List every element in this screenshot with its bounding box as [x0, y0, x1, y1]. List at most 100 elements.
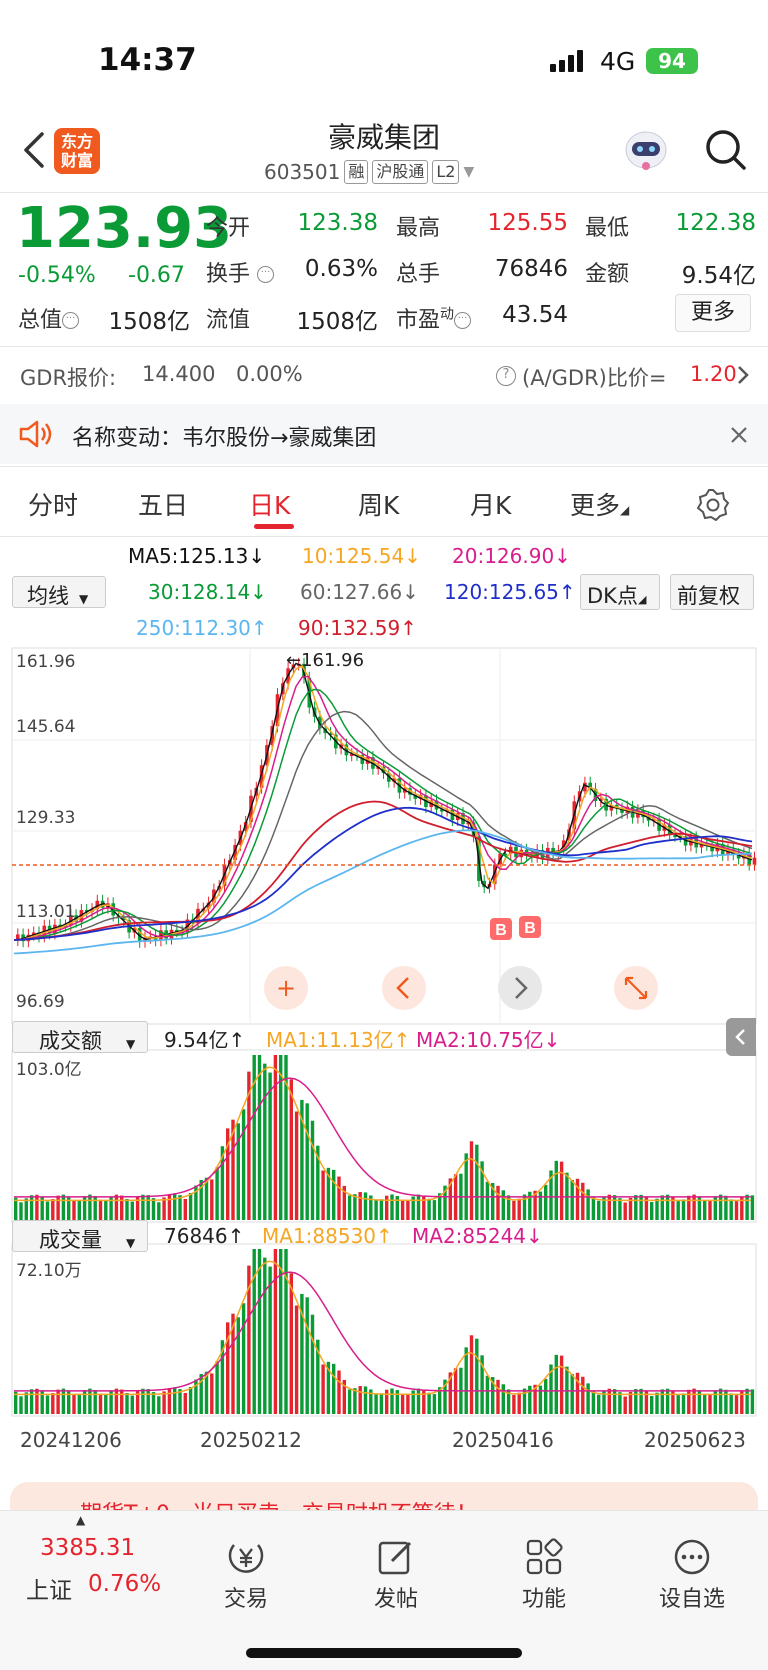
- volume-bar: [188, 1386, 193, 1414]
- gdr-price: 14.400: [142, 362, 216, 386]
- tab-intraday[interactable]: 分时: [28, 491, 79, 520]
- more-button[interactable]: 更多: [675, 294, 751, 332]
- gdr-row[interactable]: GDR报价: 14.400 0.00% ? (A/GDR)比价= 1.20: [0, 348, 768, 398]
- volume-bar: [93, 1195, 97, 1220]
- speaker-icon: [19, 420, 52, 448]
- price-axis-max: 161.96: [16, 652, 76, 672]
- indicator-selector[interactable]: 均线 ▼: [12, 576, 106, 608]
- volume-bar: [469, 1141, 474, 1220]
- volume-bar: [130, 1201, 134, 1220]
- volume-bar: [634, 1389, 638, 1414]
- settings-gear-icon[interactable]: [696, 488, 730, 522]
- volume-bar: [687, 1389, 691, 1414]
- volume-bar: [337, 1370, 341, 1414]
- volume-bar: [77, 1393, 81, 1414]
- tab-monthly-k[interactable]: 月K: [470, 491, 512, 520]
- volume-bar: [729, 1393, 733, 1414]
- chevron-up-icon[interactable]: ▲: [76, 1513, 86, 1527]
- volume-bar: [294, 1305, 299, 1414]
- adjust-button[interactable]: 前复权: [670, 574, 754, 610]
- volume-bar: [485, 1375, 490, 1414]
- status-bar: 14:37 4G 94: [0, 0, 768, 110]
- volume-bar: [67, 1196, 71, 1220]
- candle-body: [710, 844, 714, 852]
- info-icon[interactable]: ···: [62, 312, 80, 329]
- price-axis-level: 129.33: [16, 808, 76, 828]
- edit-pen-icon: [378, 1541, 412, 1575]
- volume-selector[interactable]: 成交量 ▼: [12, 1220, 148, 1252]
- ma-line: [13, 662, 753, 941]
- stock-subtitle[interactable]: 603501 融 沪股通 L2 ▼: [264, 160, 474, 184]
- volume-bar: [45, 1395, 50, 1414]
- volume-bar: [204, 1371, 209, 1414]
- chart-fullscreen-button[interactable]: [614, 966, 658, 1010]
- volume-bar: [750, 1195, 755, 1220]
- help-icon[interactable]: ?: [496, 366, 516, 386]
- volume-bar: [687, 1195, 691, 1220]
- tab-weekly-k[interactable]: 周K: [358, 491, 400, 520]
- volume-axis-max: 72.10万: [16, 1261, 82, 1281]
- volume-bar: [512, 1200, 516, 1220]
- volume-bar: [109, 1390, 113, 1414]
- tab-daily-k[interactable]: 日K: [249, 491, 291, 520]
- volume-bar: [724, 1389, 728, 1414]
- chart-zoom-in-button[interactable]: +: [264, 966, 308, 1010]
- candle-body: [503, 853, 508, 856]
- volume-bar: [612, 1389, 617, 1414]
- collapse-panel-button[interactable]: [726, 1018, 756, 1056]
- volume-bar: [411, 1390, 415, 1414]
- change-percent: -0.54%: [18, 263, 96, 288]
- max-price-marker: ←161.96: [286, 650, 365, 671]
- index-name: 上证: [26, 1578, 72, 1604]
- volume-bar: [135, 1197, 140, 1220]
- candle-body: [736, 854, 741, 859]
- volume-bar: [676, 1395, 680, 1414]
- volume-bar: [533, 1384, 537, 1414]
- volume-bar: [416, 1388, 421, 1414]
- volume-bar: [289, 1079, 293, 1220]
- notice-bar[interactable]: 名称变动：韦尔股份→豪威集团: [0, 404, 768, 464]
- dk-point-button[interactable]: DK点◢: [580, 574, 660, 610]
- volume-ma-lines: [14, 1260, 751, 1396]
- candle-body: [16, 934, 20, 940]
- volume-bar: [628, 1197, 633, 1220]
- volume-bar: [655, 1198, 659, 1220]
- close-icon[interactable]: [730, 426, 748, 444]
- candle-body: [620, 808, 624, 813]
- volume-value: 76846: [494, 256, 568, 282]
- tab-more[interactable]: 更多◢: [570, 491, 630, 520]
- info-icon[interactable]: ···: [454, 312, 472, 329]
- volume-bar: [665, 1388, 670, 1414]
- candle-body: [583, 782, 587, 792]
- assistant-robot-icon[interactable]: [622, 126, 670, 174]
- candle-body: [652, 818, 656, 821]
- info-icon[interactable]: ···: [257, 266, 275, 283]
- kline-chart[interactable]: B B +: [0, 640, 768, 1430]
- volume-bar: [390, 1388, 394, 1414]
- search-icon[interactable]: [704, 128, 748, 172]
- volume-bar: [220, 1146, 225, 1220]
- volume-bar: [480, 1355, 484, 1414]
- volume-bar: [194, 1379, 198, 1414]
- trade-yen-icon: [228, 1544, 264, 1573]
- chart-next-button[interactable]: [498, 966, 542, 1010]
- volume-bar: [252, 1055, 256, 1220]
- volume-bar: [167, 1388, 172, 1414]
- volume-bar: [385, 1389, 389, 1414]
- back-arrow-icon[interactable]: [16, 128, 56, 172]
- volume-bar: [61, 1388, 66, 1414]
- amount-selector[interactable]: 成交额 ▼: [12, 1021, 148, 1053]
- chart-prev-button[interactable]: [382, 966, 426, 1010]
- volume-bar: [549, 1170, 553, 1220]
- volume-bar: [279, 1249, 283, 1414]
- tab-five-day[interactable]: 五日: [138, 491, 189, 520]
- change-amount: -0.67: [128, 263, 185, 288]
- candle-body: [678, 835, 683, 838]
- volume-bar: [406, 1394, 410, 1414]
- float-value: 1508亿: [296, 309, 378, 335]
- volume-bar: [602, 1390, 606, 1414]
- clock: 14:37: [98, 42, 197, 78]
- volume-bar: [660, 1195, 664, 1220]
- volume-bar: [724, 1195, 728, 1220]
- volume-bar: [559, 1355, 564, 1414]
